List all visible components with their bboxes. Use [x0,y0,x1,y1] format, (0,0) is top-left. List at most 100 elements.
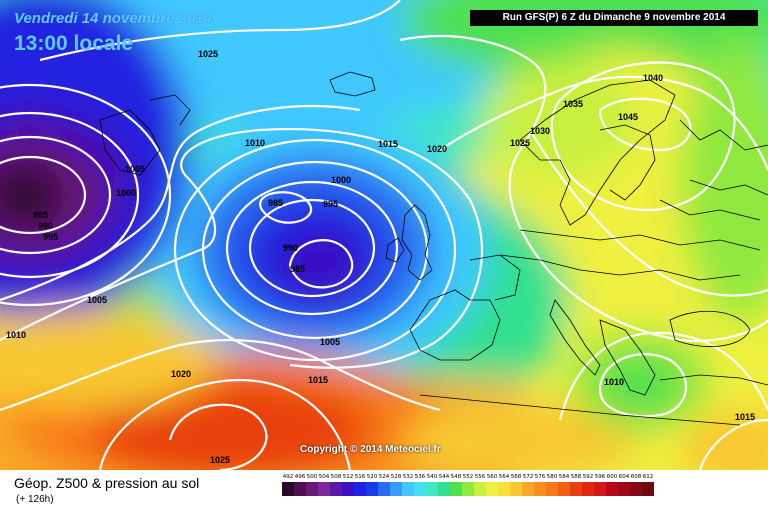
isobar-label: 1020 [427,144,447,154]
color-scale-swatch [318,482,330,496]
isobar-label: 1010 [6,330,26,340]
isobar-label: 1005 [87,295,107,305]
isobar-label: 1000 [331,175,351,185]
isobar-label: 985 [268,198,283,208]
color-scale-label: 504 [318,474,330,480]
lead-time-label: (+ 126h) [16,494,54,505]
run-info-banner: Run GFS(P) 6 Z du Dimanche 9 novembre 20… [470,10,758,26]
color-scale: 492 496 500 504 508 512 516 520 524 528 532 536 540 5… [282,474,750,496]
coastlines [99,71,768,426]
color-scale-label: 532 [402,474,414,480]
color-scale-swatch [450,482,462,496]
color-scale-swatch [438,482,450,496]
isobar-label: 1015 [735,412,755,422]
color-scale-label: 564 [498,474,510,480]
isobar-label: 1020 [171,369,191,379]
color-scale-swatch [546,482,558,496]
isobar-label: 1015 [308,375,328,385]
color-scale-label: 588 [570,474,582,480]
color-scale-label: 600 [606,474,618,480]
color-scale-label: 508 [330,474,342,480]
isobar-label: 1025 [198,49,218,59]
color-scale-swatch [630,482,642,496]
color-scale-label: 516 [354,474,366,480]
isobar-label: 1040 [643,73,663,83]
color-scale-swatch [390,482,402,496]
copyright-notice: Copyright © 2014 Meteociel.fr [300,444,441,455]
color-scale-labels: 492 496 500 504 508 512 516 520 524 528 532 536 540 5… [282,474,750,480]
isobar-label: 1035 [563,99,583,109]
color-scale-swatch [558,482,570,496]
isobar-label: 995 [43,232,58,242]
color-scale-swatch [414,482,426,496]
isobar-label: 1025 [510,138,530,148]
color-scale-swatch [378,482,390,496]
color-scale-label: 576 [534,474,546,480]
color-scale-swatch [330,482,342,496]
color-scale-label: 592 [582,474,594,480]
color-scale-label: 524 [378,474,390,480]
color-scale-label: 612 [642,474,654,480]
isobar-label: 1015 [378,139,398,149]
color-scale-swatch [594,482,606,496]
isobar-label: 995 [323,199,338,209]
isobar-label: 1010 [604,377,624,387]
color-scale-swatch [354,482,366,496]
color-scale-label: 500 [306,474,318,480]
color-scale-swatch [474,482,486,496]
isobar-label: 1005 [320,337,340,347]
color-scale-swatch [570,482,582,496]
color-scale-label: 528 [390,474,402,480]
isobar-label: 1025 [210,455,230,465]
color-scale-label: 572 [522,474,534,480]
color-scale-label: 560 [486,474,498,480]
color-scale-swatch [510,482,522,496]
isobar-label: 990 [283,243,298,253]
isobar-lines [0,0,768,470]
color-scale-swatch [426,482,438,496]
forecast-date: Vendredi 14 novembre 2014 [14,10,212,27]
color-scale-swatch [402,482,414,496]
color-scale-label: 544 [438,474,450,480]
color-scale-label: 608 [630,474,642,480]
color-scale-swatch [366,482,378,496]
color-scale-swatch [498,482,510,496]
color-scale-swatch [522,482,534,496]
color-scale-swatch [534,482,546,496]
color-scale-label: 540 [426,474,438,480]
color-scale-label: 584 [558,474,570,480]
color-scale-swatch [342,482,354,496]
isobar-label: 1030 [530,126,550,136]
legend-title: Géop. Z500 & pression au sol [14,475,200,491]
forecast-time: 13:00 locale [14,32,134,55]
color-scale-swatch [282,482,294,496]
color-scale-label: 536 [414,474,426,480]
color-scale-swatch [306,482,318,496]
color-scale-label: 496 [294,474,306,480]
isobar-label: 985 [290,264,305,274]
color-scale-swatch [642,482,654,496]
color-scale-label: 548 [450,474,462,480]
isobar-label: 985 [33,210,48,220]
color-scale-label: 568 [510,474,522,480]
color-scale-label: 552 [462,474,474,480]
color-scale-swatch [618,482,630,496]
color-scale-swatch [462,482,474,496]
color-scale-swatch [294,482,306,496]
isobar-label: 1005 [125,164,145,174]
color-scale-label: 596 [594,474,606,480]
color-scale-swatch [486,482,498,496]
isobar-label: 1000 [116,188,136,198]
isobar-value-labels: 1025 1010 1005 1000 985 990 995 1015 102… [6,49,755,465]
color-scale-label: 580 [546,474,558,480]
isobar-label: 1010 [245,138,265,148]
color-scale-label: 604 [618,474,630,480]
color-scale-label: 512 [342,474,354,480]
color-scale-label: 556 [474,474,486,480]
color-scale-swatch [582,482,594,496]
color-scale-label: 520 [366,474,378,480]
geopotential-field [0,0,768,470]
isobar-label: 1045 [618,112,638,122]
color-scale-label: 492 [282,474,294,480]
weather-map: 1025 1010 1005 1000 985 990 995 1015 102… [0,0,768,470]
